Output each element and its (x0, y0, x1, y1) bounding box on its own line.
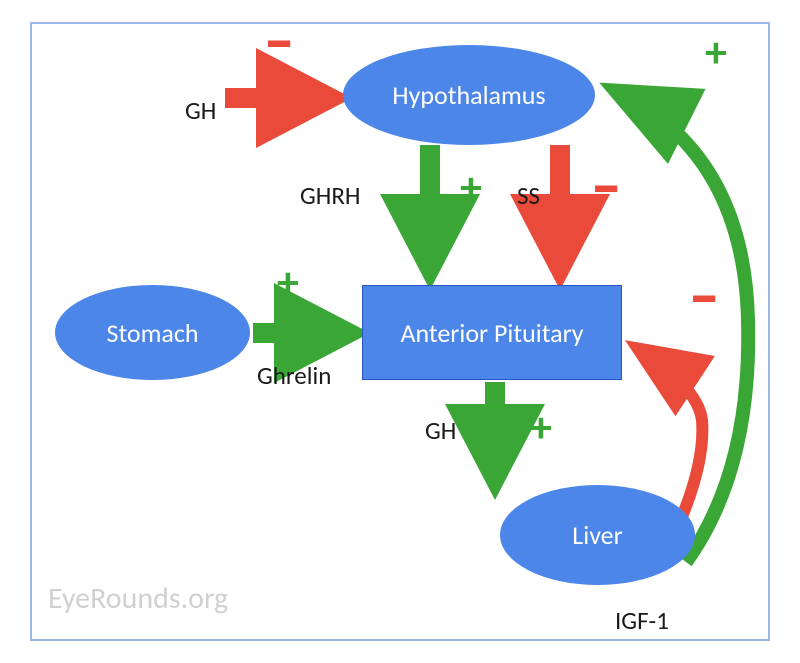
node-liver: Liver (500, 485, 695, 585)
node-hypothalamus-label: Hypothalamus (392, 79, 545, 111)
label-ss: SS (517, 180, 540, 211)
node-stomach: Stomach (55, 285, 250, 380)
label-ghrelin: Ghrelin (257, 360, 331, 391)
label-gh-to-liver: GH (425, 415, 456, 446)
label-igf1: IGF-1 (615, 605, 669, 636)
node-liver-label: Liver (572, 519, 622, 551)
sign-igf1-to-hypothalamus: + (705, 30, 727, 74)
sign-ghrh: + (460, 165, 482, 209)
sign-igf1-to-pituitary: − (690, 262, 718, 332)
diagram-canvas: Hypothalamus Stomach Anterior Pituitary … (0, 0, 800, 663)
node-stomach-label: Stomach (107, 317, 199, 349)
label-gh-to-hypothalamus: GH (185, 95, 216, 126)
sign-gh-to-hypothalamus: − (265, 7, 293, 77)
node-anterior-pituitary-label: Anterior Pituitary (400, 317, 583, 349)
watermark: EyeRounds.org (48, 580, 228, 617)
sign-ghrelin: + (277, 260, 299, 304)
node-hypothalamus: Hypothalamus (343, 45, 595, 145)
node-anterior-pituitary: Anterior Pituitary (362, 285, 622, 380)
sign-gh-to-liver: + (530, 405, 552, 449)
sign-ss: − (592, 152, 620, 222)
label-ghrh: GHRH (300, 180, 361, 211)
